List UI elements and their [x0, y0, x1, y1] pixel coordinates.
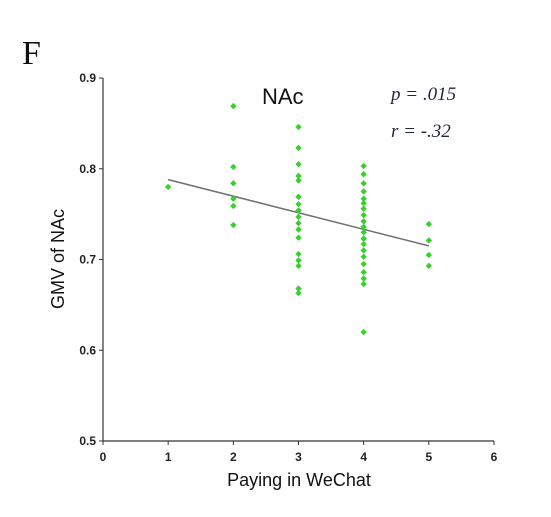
data-point — [295, 289, 302, 297]
data-point — [360, 260, 367, 268]
y-axis-label: GMV of NAc — [48, 209, 68, 309]
data-point — [295, 285, 302, 292]
data-point — [425, 237, 433, 244]
data-point — [360, 229, 367, 236]
data-point — [360, 247, 367, 254]
data-point — [360, 240, 367, 248]
data-point — [295, 257, 302, 264]
data-point — [360, 211, 367, 219]
data-point — [230, 202, 237, 210]
data-point — [360, 218, 367, 225]
x-tick-label: 6 — [491, 450, 498, 464]
x-tick-label: 3 — [295, 450, 302, 464]
data-point — [360, 235, 367, 242]
data-point — [295, 213, 302, 221]
data-point — [360, 328, 367, 336]
plot-area: 0 1 2 3 4 5 6 0.5 0.6 0.7 0.8 0.9 — [79, 71, 497, 464]
data-point — [425, 220, 433, 228]
data-point — [360, 170, 367, 178]
y-axis-ticks: 0.5 0.6 0.7 0.8 0.9 — [79, 71, 103, 448]
x-tick-label: 2 — [230, 450, 237, 464]
data-point — [295, 123, 302, 131]
x-tick-label: 5 — [425, 450, 432, 464]
data-point — [295, 207, 302, 214]
x-axis-label: Paying in WeChat — [227, 470, 371, 490]
data-point — [295, 250, 302, 258]
data-point — [425, 251, 433, 259]
data-point — [295, 226, 302, 233]
x-tick-label: 1 — [165, 450, 172, 464]
data-point — [230, 195, 237, 202]
data-point — [360, 200, 367, 207]
data-point — [295, 144, 302, 152]
x-tick-label: 0 — [100, 450, 107, 464]
panel-letter: F — [22, 35, 41, 72]
x-tick-label: 4 — [360, 450, 367, 464]
data-point — [360, 280, 367, 288]
data-point — [360, 195, 367, 202]
data-point — [230, 102, 237, 110]
p-value-annotation: p = .015 — [389, 84, 456, 105]
data-point — [360, 253, 367, 260]
data-point — [295, 161, 302, 168]
data-point — [360, 275, 367, 282]
data-point — [295, 220, 302, 227]
data-point — [360, 205, 367, 212]
data-point — [360, 188, 367, 195]
data-point — [164, 183, 172, 191]
data-point — [295, 172, 302, 180]
y-tick-label: 0.8 — [79, 162, 96, 176]
data-points — [164, 102, 433, 336]
data-point — [230, 221, 237, 229]
data-point — [295, 262, 302, 270]
chart-title: NAc — [262, 84, 304, 109]
data-point — [230, 163, 237, 171]
y-tick-label: 0.7 — [79, 253, 96, 267]
y-tick-label: 0.6 — [79, 343, 96, 357]
data-point — [360, 269, 367, 276]
data-point — [425, 262, 433, 270]
data-point — [295, 193, 302, 201]
y-tick-label: 0.5 — [79, 434, 96, 448]
r-value-annotation: r = -.32 — [391, 121, 451, 142]
data-point — [360, 223, 367, 231]
data-point — [295, 234, 302, 241]
data-point — [360, 162, 367, 170]
data-point — [360, 180, 367, 187]
y-tick-label: 0.9 — [79, 71, 96, 85]
x-axis-ticks: 0 1 2 3 4 5 6 — [100, 441, 498, 464]
data-point — [295, 177, 302, 184]
data-point — [295, 200, 302, 208]
data-point — [230, 180, 237, 187]
